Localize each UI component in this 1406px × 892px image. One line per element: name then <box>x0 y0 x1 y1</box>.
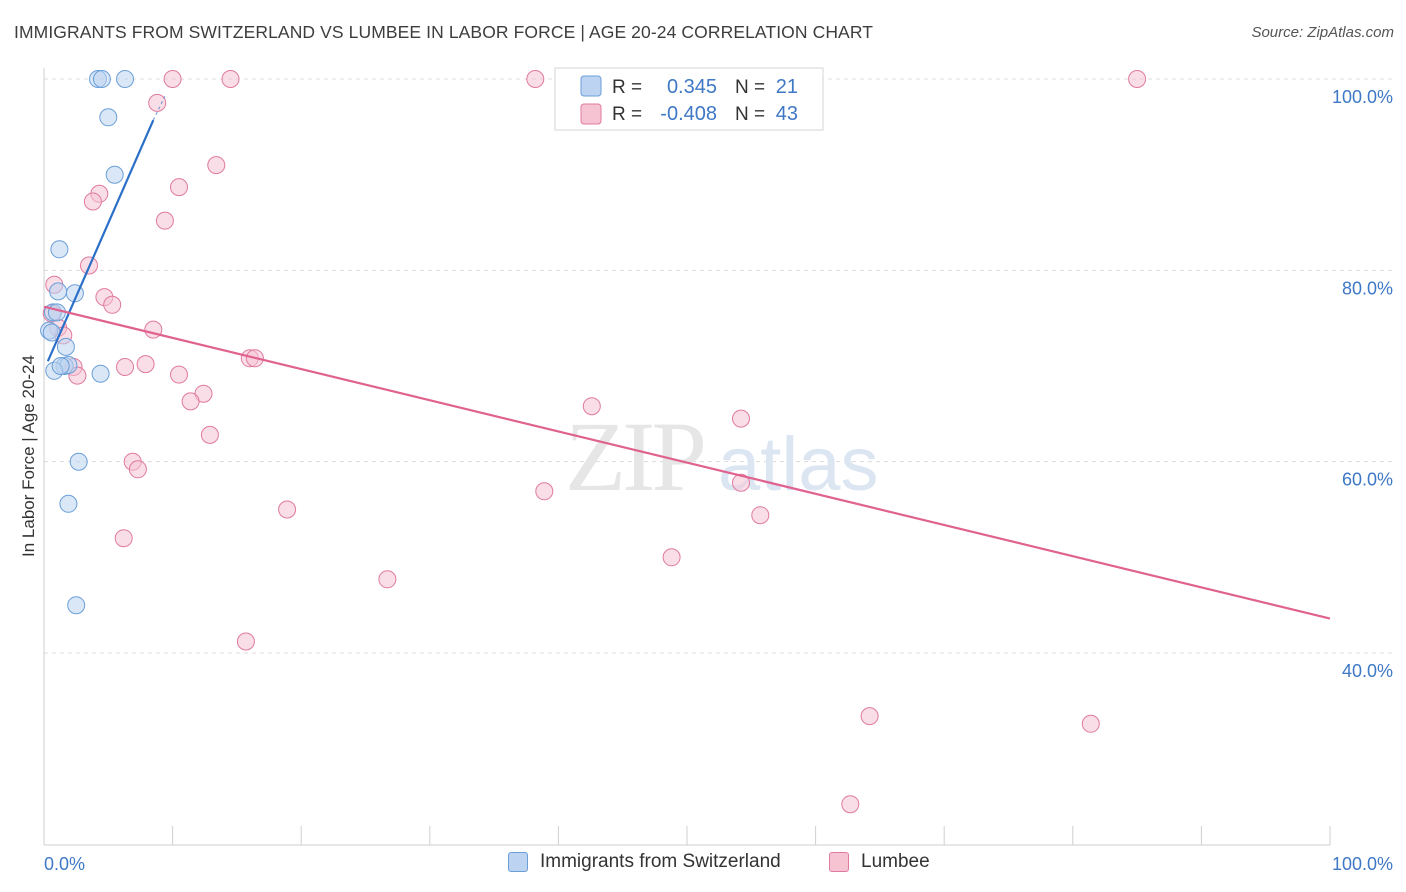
lumbee-point-29 <box>200 425 219 444</box>
lumbee-point-6 <box>170 178 188 197</box>
lumbee-point-33 <box>535 482 554 501</box>
chart-title: IMMIGRANTS FROM SWITZERLAND VS LUMBEE IN… <box>14 22 874 42</box>
lumbee-point-20 <box>136 355 155 374</box>
lumbee-point-3 <box>1128 70 1147 88</box>
y-axis-label: In Labor Force | Age 20-24 <box>19 355 38 557</box>
legend-r-label-1: R = <box>612 77 642 98</box>
legend-item-switzerland: Immigrants from Switzerland <box>508 851 781 873</box>
lumbee-point-0 <box>163 70 182 88</box>
x-tick-label-max: 100.0% <box>1332 854 1393 874</box>
switzerland-point-1 <box>92 70 111 88</box>
y-tick-labels: 100.0% 80.0% 60.0% 40.0% <box>1332 87 1393 681</box>
lumbee-point-35 <box>751 506 770 525</box>
y-tick-label-1: 80.0% <box>1342 278 1393 298</box>
lumbee-point-21 <box>116 358 134 376</box>
watermark-zip: ZIP <box>565 401 703 512</box>
watermark-atlas: atlas <box>718 422 879 507</box>
legend-item-lumbee: Lumbee <box>829 851 930 873</box>
switzerland-point-4 <box>105 165 124 184</box>
switzerland-point-18 <box>59 494 78 513</box>
lumbee-point-27 <box>582 397 601 416</box>
switzerland-point-19 <box>67 596 86 615</box>
lumbee-point-2 <box>526 70 545 88</box>
legend-n-value-1: 21 <box>776 76 798 98</box>
legend-r-value-2: -0.408 <box>660 103 717 125</box>
lumbee-point-42 <box>841 795 860 814</box>
series-legend: Immigrants from Switzerland Lumbee <box>0 851 1406 879</box>
legend-r-value-1: 0.345 <box>667 76 717 98</box>
switzerland-point-6 <box>49 282 68 301</box>
lumbee-point-37 <box>662 548 681 567</box>
lumbee-point-39 <box>236 632 255 651</box>
switzerland-point-2 <box>116 70 134 88</box>
lumbee-point-41 <box>1081 714 1100 733</box>
legend-swatch-lumbee <box>580 103 602 125</box>
lumbee-point-4 <box>148 93 167 112</box>
legend-label-lumbee: Lumbee <box>861 851 930 872</box>
lumbee-point-5 <box>207 156 226 175</box>
y-tick-label-0: 100.0% <box>1332 87 1393 107</box>
lumbee-point-32 <box>732 473 750 492</box>
source-label: Source: ZipAtlas.com <box>1251 24 1394 41</box>
switzerland-point-12 <box>56 337 75 356</box>
legend-n-value-2: 43 <box>776 103 798 125</box>
lumbee-point-34 <box>278 500 297 519</box>
legend-label-switzerland: Immigrants from Switzerland <box>540 851 781 872</box>
lumbee-point-13 <box>103 295 122 314</box>
x-ticks <box>172 826 1331 845</box>
lumbee-point-36 <box>114 529 133 548</box>
trendlines <box>43 95 1331 620</box>
y-tick-label-3: 40.0% <box>1342 661 1393 681</box>
legend-n-label-2: N = <box>735 104 765 125</box>
lumbee-point-40 <box>860 707 879 726</box>
switzerland-point-5 <box>50 240 69 259</box>
legend-n-label-1: N = <box>735 77 765 98</box>
switzerland-point-16 <box>91 364 110 383</box>
lumbee-points <box>42 70 1147 814</box>
lumbee-point-1 <box>221 70 240 88</box>
switzerland-trendline-extension <box>152 95 166 121</box>
lumbee-point-28 <box>732 409 750 428</box>
lumbee-point-24 <box>170 365 188 384</box>
switzerland-point-17 <box>69 452 88 471</box>
watermark: ZIP atlas <box>565 401 879 512</box>
switzerland-point-20 <box>51 357 70 375</box>
lumbee-point-26 <box>181 392 200 411</box>
correlation-legend: R = 0.345 N = 21 R = -0.408 N = 43 <box>554 67 824 131</box>
switzerland-point-9 <box>47 303 66 322</box>
lumbee-point-8 <box>83 192 102 211</box>
legend-swatch-switzerland <box>580 75 602 97</box>
x-tick-label-min: 0.0% <box>44 854 85 874</box>
legend-r-label-2: R = <box>612 104 642 125</box>
lumbee-point-9 <box>155 211 174 230</box>
switzerland-point-3 <box>99 108 118 127</box>
y-tick-label-2: 60.0% <box>1342 470 1393 490</box>
lumbee-point-31 <box>128 460 147 479</box>
lumbee-point-38 <box>378 570 397 589</box>
legend-swatch-bottom-switzerland <box>508 852 528 872</box>
switzerland-trendline <box>46 119 155 362</box>
legend-swatch-bottom-lumbee <box>829 852 849 872</box>
lumbee-trendline <box>43 305 1331 620</box>
